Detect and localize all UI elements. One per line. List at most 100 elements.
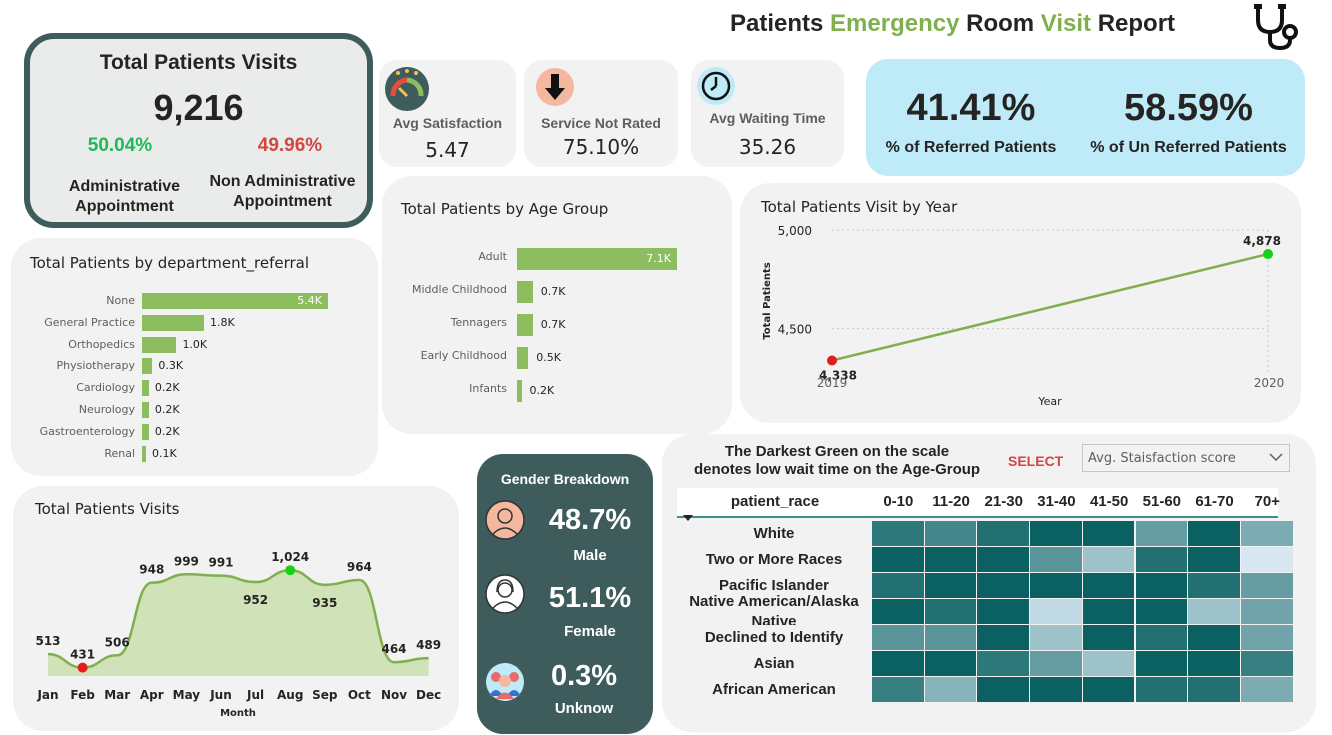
heatmap-cell (924, 521, 977, 546)
department-label: Physiotherapy (56, 359, 135, 373)
heatmap-row-label: Asian (678, 651, 870, 676)
title-word: Room (966, 10, 1035, 37)
title-word: Emergency (830, 10, 960, 37)
heatmap-cell (1135, 651, 1188, 676)
department-bar (142, 358, 153, 375)
department-bar (142, 380, 149, 397)
heatmap-cell (1188, 573, 1240, 598)
nonadmin-label-line: Non Administrative (209, 173, 356, 190)
age-group-value: 7.1K (646, 252, 671, 265)
heatmap-column-label: 21-30 (984, 493, 1023, 510)
heatmap-cell (924, 599, 977, 624)
heatmap-cell (1082, 599, 1135, 624)
title-word: Report (1097, 10, 1176, 37)
metric-dropdown[interactable]: Avg. Staisfaction score (1082, 444, 1290, 472)
data-label: 935 (312, 596, 337, 610)
heatmap-cell (1240, 651, 1293, 676)
referred-label: % of Referred Patients (885, 139, 1057, 156)
age-group-label: Middle Childhood (412, 283, 507, 296)
heatmap-note: The Darkest Green on the scale denotes l… (682, 443, 992, 479)
x-axis-label: Month (220, 708, 256, 719)
referral-card: 41.41% % of Referred Patients 58.59% % o… (866, 59, 1305, 176)
x-tick-label: Jun (209, 688, 232, 702)
not-rated-label: Service Not Rated (541, 115, 661, 131)
heatmap-cell (872, 573, 924, 598)
heatmap-cell (1135, 521, 1188, 546)
admin-label: Administrative Appointment (42, 177, 207, 217)
heatmap-cell (1188, 677, 1240, 702)
heatmap-cell (1188, 521, 1240, 546)
heatmap-column-label: 31-40 (1037, 493, 1076, 510)
admin-label-line: Administrative (68, 178, 181, 195)
waiting-time-value: 35.26 (738, 135, 797, 159)
heatmap-cell (1240, 625, 1293, 650)
department-label: General Practice (44, 315, 135, 329)
department-value: 5.4K (297, 294, 322, 307)
x-tick-label: Aug (277, 688, 303, 702)
x-tick-label: May (173, 688, 201, 702)
heatmap-column-label: 41-50 (1089, 493, 1129, 510)
heatmap-cell (1030, 521, 1082, 546)
male-value: 48.7% (548, 504, 632, 536)
report-title: Patients Emergency Room Visit Report (730, 10, 1175, 38)
sort-desc-icon[interactable] (682, 508, 694, 527)
heatmap-cell (924, 677, 977, 702)
heatmap-cell (1030, 599, 1082, 624)
department-bar (142, 423, 149, 440)
max-point (285, 565, 296, 576)
x-tick-label: Mar (104, 688, 130, 702)
data-point (1263, 249, 1273, 260)
heatmap-column-label: 51-60 (1142, 493, 1182, 510)
heatmap-cell (977, 599, 1030, 624)
department-label: Neurology (78, 403, 135, 416)
data-label: 431 (70, 648, 95, 662)
heatmap-cell (1082, 677, 1135, 702)
department-label: Renal (104, 446, 135, 460)
heatmap-cell (1030, 547, 1082, 572)
total-visits-value: 9,216 (153, 87, 244, 128)
heatmap-cell (924, 573, 977, 598)
data-label: 964 (347, 560, 372, 574)
data-label: 4,878 (1243, 234, 1281, 248)
avg-satisfaction-label: Avg Satisfaction (392, 115, 503, 131)
x-axis-label: Year (1037, 395, 1062, 408)
department-label: Orthopedics (68, 337, 135, 351)
heatmap-cell (1030, 651, 1082, 676)
heatmap-cell (1030, 677, 1082, 702)
admin-label-line: Appointment (75, 198, 174, 215)
heatmap-cell (872, 547, 924, 572)
age-group-title: Total Patients by Age Group (401, 200, 609, 218)
heatmap-column-label: 11-20 (932, 493, 970, 510)
department-bar (142, 293, 328, 309)
heatmap-header (677, 488, 1278, 518)
heatmap-cell (977, 625, 1030, 650)
heatmap-cell (1135, 599, 1188, 624)
heatmap-cell (924, 547, 977, 572)
data-label: 489 (416, 638, 441, 652)
heatmap-note-line: denotes low wait time on the Age-Group (693, 461, 981, 478)
heatmap-cell (1240, 573, 1293, 598)
heatmap-cell (1240, 547, 1293, 572)
data-label: 506 (105, 635, 130, 649)
unreferred-label: % of Un Referred Patients (1090, 139, 1287, 156)
heatmap-cell (1030, 625, 1082, 650)
heatmap-cell (1188, 547, 1240, 572)
heatmap-cell (1082, 625, 1135, 650)
heatmap-column-label: 70+ (1254, 493, 1280, 510)
series-line (831, 252, 1269, 362)
heatmap-cell (872, 625, 924, 650)
avg-satisfaction-value: 5.47 (425, 138, 470, 162)
heatmap-cell (977, 573, 1030, 598)
department-bar (142, 314, 204, 331)
heatmap-cell (1188, 599, 1240, 624)
heatmap-row-label: Two or More Races (678, 547, 870, 572)
select-label: SELECT (1008, 453, 1064, 469)
total-visits-card: Total Patients Visits 9,216 50.04% 49.96… (24, 33, 373, 228)
x-tick-label: Oct (348, 688, 371, 702)
heatmap-cell (1135, 573, 1188, 598)
department-value: 0.3K (158, 359, 184, 373)
not-rated-card: Service Not Rated 75.10% (524, 60, 678, 167)
nonadmin-label-line: Appointment (233, 193, 332, 210)
nonadmin-pct: 49.96% (257, 135, 323, 156)
heatmap-cell (1082, 521, 1135, 546)
